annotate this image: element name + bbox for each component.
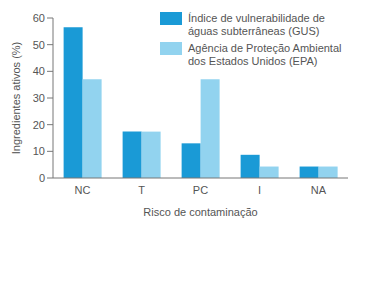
svg-text:NC: NC	[75, 184, 91, 196]
svg-text:0: 0	[39, 172, 45, 184]
svg-text:T: T	[138, 184, 145, 196]
svg-text:Ingredientes ativos (%): Ingredientes ativos (%)	[10, 42, 22, 155]
svg-text:30: 30	[33, 92, 45, 104]
html-text:Índice de vulnerabilidade de á: Índice de vulnerabilidade de águas subte…	[188, 12, 325, 37]
svg-text:Risco de contaminação: Risco de contaminação	[143, 206, 257, 218]
svg-text:PC: PC	[193, 184, 208, 196]
svg-text:20: 20	[33, 119, 45, 131]
svg-text:40: 40	[33, 65, 45, 77]
svg-text:50: 50	[33, 39, 45, 51]
svg-text:60: 60	[33, 12, 45, 24]
svg-text:NA: NA	[311, 184, 327, 196]
svg-text:10: 10	[33, 145, 45, 157]
html-text:Agência de Proteção Ambiental: Agência de Proteção Ambiental dos Estado…	[188, 42, 342, 67]
svg-text:I: I	[258, 184, 261, 196]
